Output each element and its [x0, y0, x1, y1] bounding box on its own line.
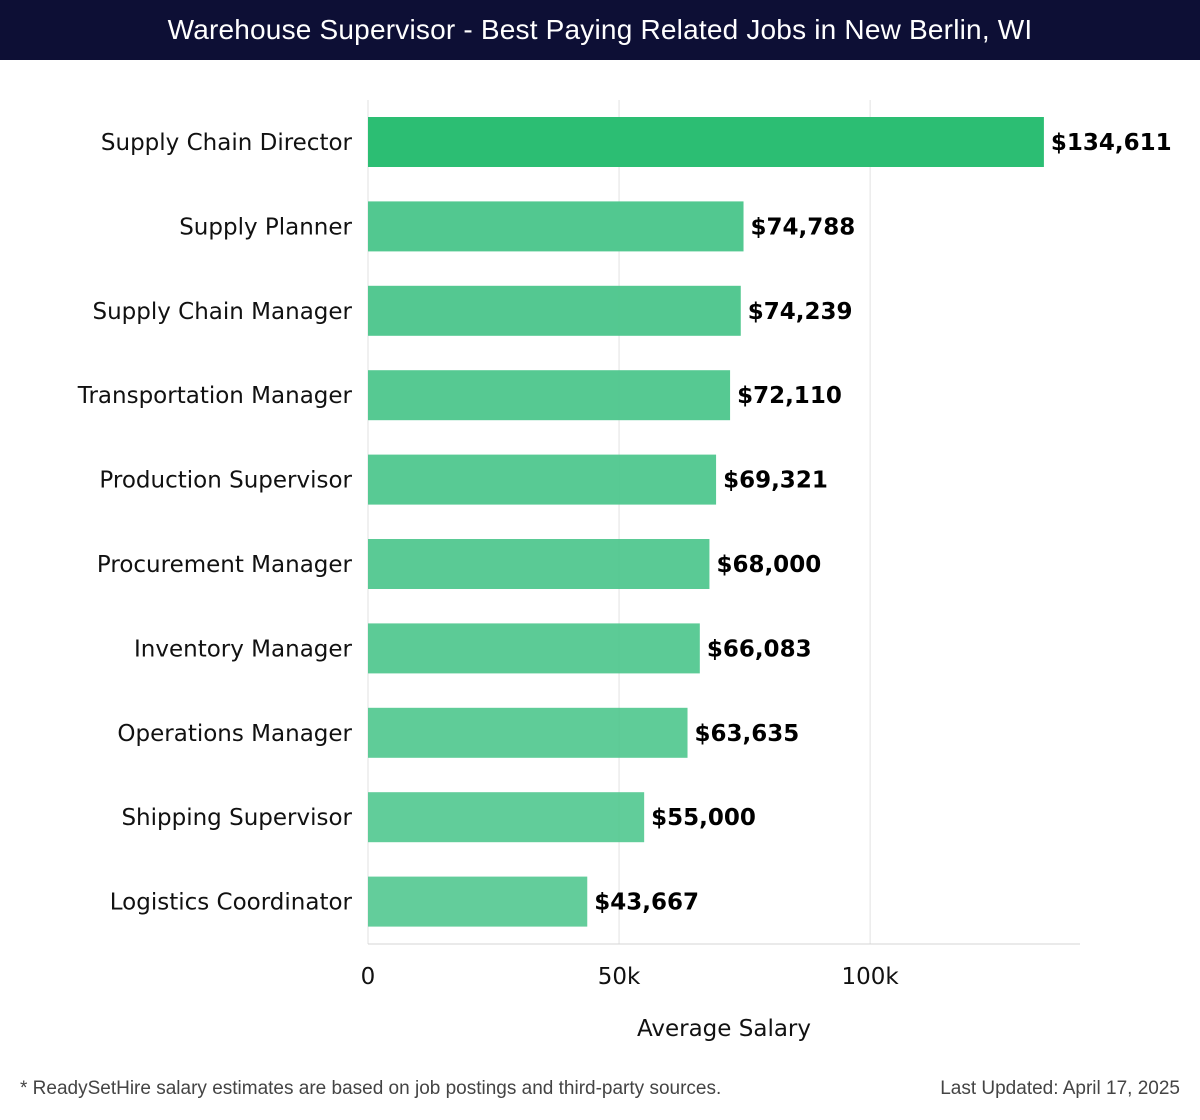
- value-label-6: $66,083: [707, 636, 812, 662]
- category-label-5: Procurement Manager: [97, 552, 353, 578]
- value-label-3: $72,110: [737, 383, 842, 409]
- bar-4: [368, 454, 717, 505]
- bar-6: [368, 623, 700, 674]
- footer-note: * ReadySetHire salary estimates are base…: [20, 1078, 722, 1099]
- category-label-4: Production Supervisor: [99, 468, 352, 494]
- category-label-0: Supply Chain Director: [101, 130, 353, 156]
- value-label-4: $69,321: [723, 468, 828, 494]
- chart-title: Warehouse Supervisor - Best Paying Relat…: [167, 14, 1033, 45]
- category-label-1: Supply Planner: [179, 214, 352, 240]
- footer-updated: Last Updated: April 17, 2025: [940, 1078, 1180, 1099]
- category-label-8: Shipping Supervisor: [121, 805, 352, 831]
- tick-label-1: 50k: [598, 964, 641, 990]
- value-label-2: $74,239: [748, 299, 853, 325]
- category-label-9: Logistics Coordinator: [110, 890, 353, 916]
- bar-3: [368, 370, 731, 421]
- category-label-7: Operations Manager: [117, 721, 352, 747]
- value-label-0: $134,611: [1051, 130, 1172, 156]
- x-axis-title: Average Salary: [637, 1016, 811, 1042]
- bar-9: [368, 876, 588, 927]
- value-label-5: $68,000: [716, 552, 821, 578]
- value-label-7: $63,635: [695, 721, 800, 747]
- tick-label-2: 100k: [841, 964, 899, 990]
- tick-label-0: 0: [361, 964, 376, 990]
- bar-5: [368, 539, 710, 589]
- category-label-3: Transportation Manager: [77, 383, 353, 409]
- bar-1: [368, 201, 744, 252]
- bar-7: [368, 707, 688, 758]
- bar-8: [368, 792, 645, 843]
- category-label-2: Supply Chain Manager: [92, 299, 352, 325]
- category-label-6: Inventory Manager: [134, 636, 353, 662]
- value-label-1: $74,788: [751, 214, 856, 240]
- chart-title-bar: Warehouse Supervisor - Best Paying Relat…: [0, 0, 1200, 60]
- value-label-8: $55,000: [651, 805, 756, 831]
- bar-0: [368, 117, 1044, 167]
- value-label-9: $43,667: [594, 890, 699, 916]
- bar-2: [368, 285, 741, 336]
